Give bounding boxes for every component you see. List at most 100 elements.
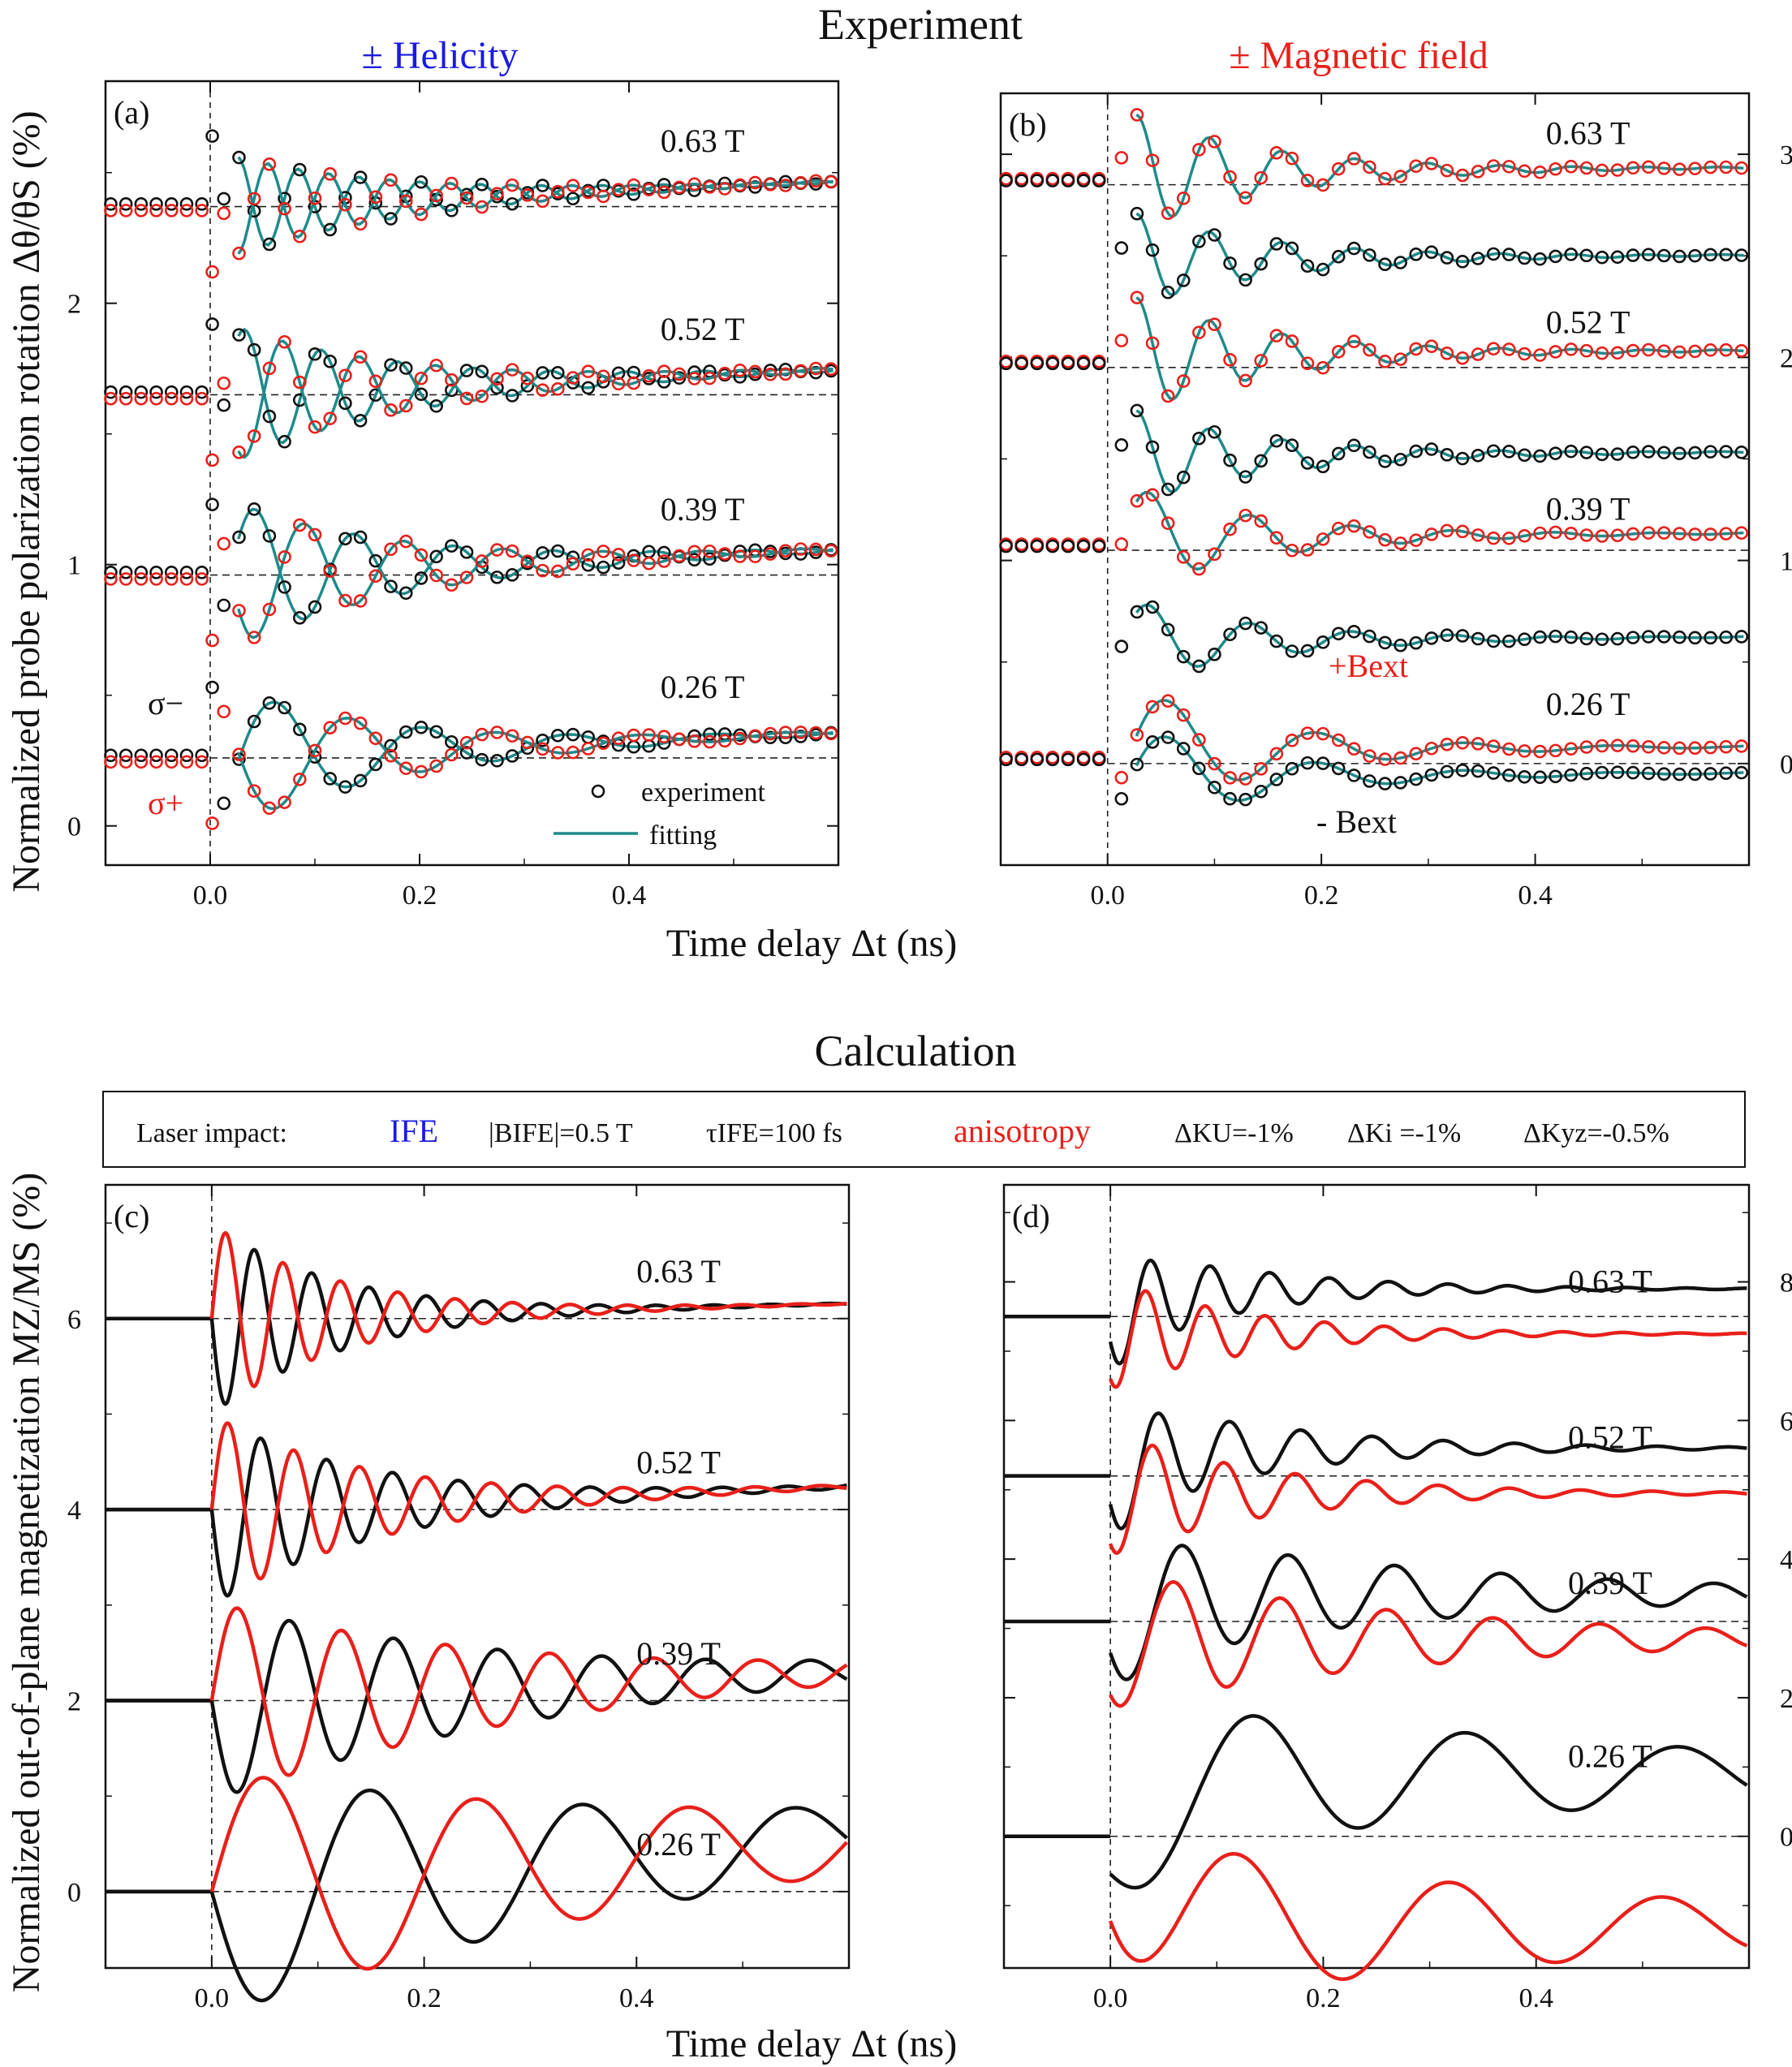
data-point-b-minus-bext [1533, 630, 1547, 644]
data-point-b-minus-bext [1394, 452, 1407, 467]
data-point-a-sigma-plus [205, 816, 219, 830]
data-point-a-sigma-plus [445, 747, 459, 762]
data-point-a-sigma-minus [687, 553, 701, 566]
data-point-b-minus-bext [1656, 630, 1671, 644]
data-point-b-minus-bext [1223, 627, 1237, 642]
y-tick-label-d: 0 [1780, 1823, 1792, 1853]
data-point-b-minus-bext [1092, 752, 1106, 767]
data-point-b-minus-bext [1285, 438, 1299, 453]
data-point-a-sigma-minus [445, 734, 459, 749]
laser-box-anisotropy: anisotropy [954, 1113, 1091, 1149]
data-point-b-plus-bext [1254, 170, 1269, 185]
data-point-a-sigma-plus [164, 204, 179, 217]
fit-line-b-plus-bext [1135, 699, 1744, 782]
data-point-a-sigma-plus [824, 174, 838, 189]
x-tick-label-c: 0.4 [619, 1983, 654, 2013]
data-point-b-minus-bext [1145, 243, 1160, 257]
data-point-a-sigma-plus [118, 755, 133, 769]
data-point-b-plus-bext [1486, 159, 1501, 173]
data-point-b-minus-bext [1269, 433, 1284, 448]
data-point-b-minus-bext [1471, 631, 1485, 646]
data-point-b-plus-bext [1145, 153, 1160, 167]
data-point-a-sigma-plus [778, 179, 793, 192]
data-point-b-minus-bext [1347, 438, 1361, 453]
data-point-a-sigma-minus [149, 197, 163, 211]
data-point-b-plus-bext [1704, 528, 1717, 541]
data-point-b-minus-bext [1331, 761, 1346, 776]
data-point-b-minus-bext [1238, 792, 1252, 807]
data-point-a-sigma-plus [703, 734, 717, 749]
y-tick-label-d: 6 [1780, 1406, 1792, 1436]
data-point-a-sigma-minus [398, 725, 413, 739]
field-label-c: 0.39 T [636, 1635, 721, 1672]
data-point-a-sigma-plus [164, 572, 179, 586]
data-point-a-sigma-minus [323, 355, 338, 368]
data-point-a-sigma-minus [657, 545, 671, 560]
data-point-a-sigma-minus [247, 342, 261, 357]
data-point-a-sigma-plus [323, 721, 338, 735]
data-point-b-plus-bext [1331, 161, 1346, 176]
data-point-a-sigma-minus [134, 197, 149, 211]
data-point-a-sigma-plus [398, 194, 413, 209]
data-point-a-sigma-plus [445, 372, 459, 387]
data-point-b-plus-bext [1161, 516, 1175, 530]
data-point-a-sigma-plus [368, 190, 383, 205]
data-point-b-minus-bext [1734, 630, 1749, 644]
data-point-b-minus-bext [1440, 448, 1454, 462]
data-point-a-sigma-plus [338, 197, 352, 212]
data-point-b-plus-bext [1378, 532, 1392, 547]
data-point-a-sigma-plus [748, 549, 762, 563]
data-point-a-sigma-plus [657, 364, 671, 378]
data-point-a-sigma-plus [627, 728, 641, 743]
data-point-a-sigma-minus [232, 150, 246, 165]
data-point-a-sigma-minus [445, 203, 459, 217]
panel-a: 0.0 0.2 0.4 0 1 2 (a) 0.63 T 0.52 T 0.39 T 0.26 T σ… [67, 80, 840, 911]
data-point-b-minus-bext [1549, 629, 1562, 644]
data-point-b-plus-bext [1285, 151, 1299, 166]
data-point-b-plus-bext [1704, 343, 1717, 357]
x-tick-label-a: 0.2 [403, 881, 437, 911]
data-point-b-minus-bext [1208, 648, 1221, 661]
data-point-b-plus-bext [1409, 159, 1424, 174]
data-point-b-minus-bext [1533, 449, 1547, 463]
data-point-a-sigma-minus [490, 753, 504, 768]
data-point-b-plus-bext [1719, 527, 1733, 540]
data-point-a-sigma-plus [520, 371, 535, 385]
calc-line-d-black [1109, 1714, 1748, 1890]
data-point-b-minus-bext [1045, 174, 1060, 187]
data-point-b-minus-bext [1014, 174, 1028, 187]
data-point-a-sigma-plus [627, 178, 641, 192]
data-point-b-plus-bext [1238, 772, 1252, 786]
data-point-a-sigma-plus [505, 178, 519, 192]
data-point-a-sigma-plus [292, 375, 307, 390]
data-point-a-sigma-plus [205, 453, 219, 467]
calculation-title: Calculation [815, 1027, 1017, 1075]
data-point-a-sigma-minus [205, 317, 219, 331]
data-point-b-plus-bext [1518, 347, 1531, 361]
data-point-b-minus-bext [1076, 356, 1091, 371]
data-point-b-plus-bext [1331, 733, 1346, 747]
data-point-b-plus-bext [1114, 537, 1129, 551]
data-point-b-plus-bext [1656, 161, 1671, 175]
data-point-b-minus-bext [1145, 735, 1160, 749]
data-point-b-minus-bext [1704, 248, 1717, 262]
data-point-b-minus-bext [1455, 451, 1470, 466]
data-point-b-minus-bext [1076, 174, 1091, 187]
data-point-b-minus-bext [1378, 257, 1392, 272]
data-point-a-sigma-minus [134, 566, 149, 579]
plot-frame-a [104, 80, 840, 867]
data-point-b-plus-bext [1331, 521, 1346, 536]
data-point-b-minus-bext [1424, 245, 1439, 260]
data-point-a-sigma-minus [292, 162, 307, 177]
data-point-b-minus-bext [1688, 248, 1702, 263]
data-point-b-plus-bext [1579, 528, 1594, 542]
data-point-b-minus-bext [1610, 631, 1625, 646]
data-point-b-plus-bext [1347, 742, 1361, 756]
data-point-a-sigma-plus [581, 185, 595, 200]
data-point-b-minus-bext [1688, 767, 1702, 782]
data-point-a-sigma-minus [459, 545, 474, 559]
data-point-b-minus-bext [1331, 446, 1346, 461]
data-point-b-minus-bext [1626, 248, 1640, 262]
data-point-b-minus-bext [1378, 635, 1392, 650]
data-point-a-sigma-plus [459, 391, 474, 406]
